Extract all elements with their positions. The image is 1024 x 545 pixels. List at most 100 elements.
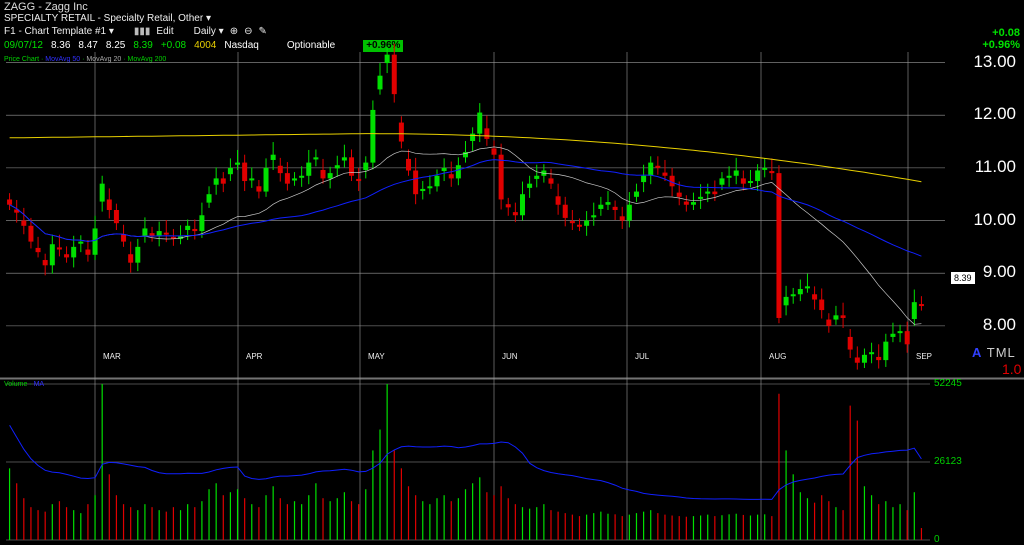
- candle-body: [904, 331, 910, 345]
- ma200-line: [9, 133, 922, 183]
- edit-button[interactable]: Edit: [156, 26, 174, 37]
- quote-open: 8.36: [50, 40, 71, 51]
- alt-value: 1.0: [1002, 361, 1022, 377]
- candle-body: [612, 206, 618, 210]
- candle-body: [527, 183, 533, 188]
- candle-body: [277, 165, 283, 174]
- candle-body: [199, 215, 205, 232]
- alt-tml-label[interactable]: A TML: [972, 345, 1016, 360]
- candle-body: [890, 333, 896, 337]
- legend-volume: Volume: [4, 381, 28, 388]
- candle-body: [562, 204, 568, 218]
- candle-body: [363, 162, 369, 170]
- candle-body: [719, 178, 725, 185]
- candle-body: [505, 204, 511, 208]
- candle-body: [71, 246, 77, 258]
- quote-change: +0.08: [160, 40, 187, 51]
- candle-body: [755, 170, 761, 182]
- candle-body: [569, 221, 575, 224]
- candle-body: [227, 167, 233, 175]
- month-label: SEP: [916, 352, 933, 361]
- candle-body: [584, 220, 590, 226]
- candle-body: [591, 215, 597, 218]
- candle-body: [797, 289, 803, 295]
- candle-body: [918, 304, 924, 307]
- candle-body: [306, 162, 312, 176]
- candle-body: [512, 212, 518, 216]
- candle-body: [854, 357, 860, 363]
- candle-body: [356, 178, 362, 182]
- candle-body: [712, 191, 718, 195]
- candles: [7, 43, 924, 370]
- candle-body: [21, 220, 27, 226]
- a-icon: A: [972, 345, 983, 360]
- volume-ma-line: [9, 425, 922, 500]
- candle-body: [655, 165, 661, 168]
- candle-body: [847, 336, 853, 350]
- candle-body: [113, 210, 119, 224]
- candle-body: [840, 315, 846, 318]
- candle-body: [420, 188, 426, 192]
- candle-body: [726, 175, 732, 178]
- candle-body: [484, 128, 490, 139]
- dropdown-arrow-icon[interactable]: ▾: [205, 13, 211, 24]
- chart-template-select[interactable]: F1 - Chart Template #1 ▾: [4, 26, 114, 37]
- candle-body: [769, 171, 775, 174]
- candle-body: [776, 173, 782, 318]
- period-select[interactable]: Daily ▾: [193, 26, 224, 37]
- price-tick-label: 13.00: [973, 51, 1016, 71]
- quote-volume: 4004: [194, 40, 217, 51]
- candle-body: [349, 157, 355, 176]
- volume-ma: [9, 425, 922, 500]
- candle-body: [498, 154, 504, 200]
- candle-body: [384, 54, 390, 64]
- candle-body: [861, 354, 867, 363]
- candle-body: [690, 202, 696, 205]
- bar-chart-icon[interactable]: ▮▮▮: [133, 26, 151, 37]
- candle-body: [455, 165, 461, 179]
- candle-body: [427, 186, 433, 189]
- candle-body: [341, 157, 347, 161]
- candle-body: [876, 356, 882, 361]
- candle-body: [819, 299, 825, 311]
- price-legend: Price Chart · MovAvg 50 · MovAvg 20 · Mo…: [4, 56, 167, 63]
- candle-body: [413, 170, 419, 195]
- candle-body: [705, 191, 711, 194]
- candle-body: [633, 191, 639, 197]
- candle-body: [377, 75, 383, 90]
- zoom-out-icon[interactable]: ⊖: [244, 26, 253, 37]
- change-abs: +0.08: [992, 27, 1020, 39]
- candle-body: [249, 178, 255, 181]
- candle-body: [740, 178, 746, 184]
- candle-body: [662, 172, 668, 176]
- candle-body: [192, 228, 198, 232]
- candle-body: [641, 175, 647, 183]
- sector-label[interactable]: SPECIALTY RETAIL - Specialty Retail, Oth…: [4, 13, 211, 25]
- moving-averages: [9, 133, 922, 325]
- candle-body: [406, 158, 412, 171]
- zoom-in-icon[interactable]: ⊕: [229, 26, 239, 37]
- last-price-tag: 8.39: [951, 272, 975, 284]
- candle-body: [334, 165, 340, 169]
- candle-body: [206, 194, 212, 203]
- candle-body: [470, 133, 476, 142]
- grid-lines: [0, 52, 1024, 541]
- ticker-title: ZAGG - Zagg Inc: [4, 1, 88, 13]
- candle-body: [235, 162, 241, 165]
- candle-body: [698, 196, 704, 199]
- legend-ma200: MovAvg 200: [127, 56, 167, 63]
- candle-body: [121, 234, 127, 242]
- candle-body: [434, 175, 440, 187]
- candle-body: [320, 169, 326, 179]
- candle-body: [448, 174, 454, 179]
- legend-price-chart: Price Chart: [4, 56, 40, 63]
- candle-body: [398, 122, 404, 142]
- pencil-icon[interactable]: ✎: [258, 26, 267, 37]
- candle-body: [790, 294, 796, 297]
- candle-body: [64, 254, 70, 258]
- legend-vol-ma: MA: [33, 381, 45, 388]
- candle-body: [747, 181, 753, 184]
- candle-body: [85, 249, 91, 255]
- candle-body: [106, 199, 112, 210]
